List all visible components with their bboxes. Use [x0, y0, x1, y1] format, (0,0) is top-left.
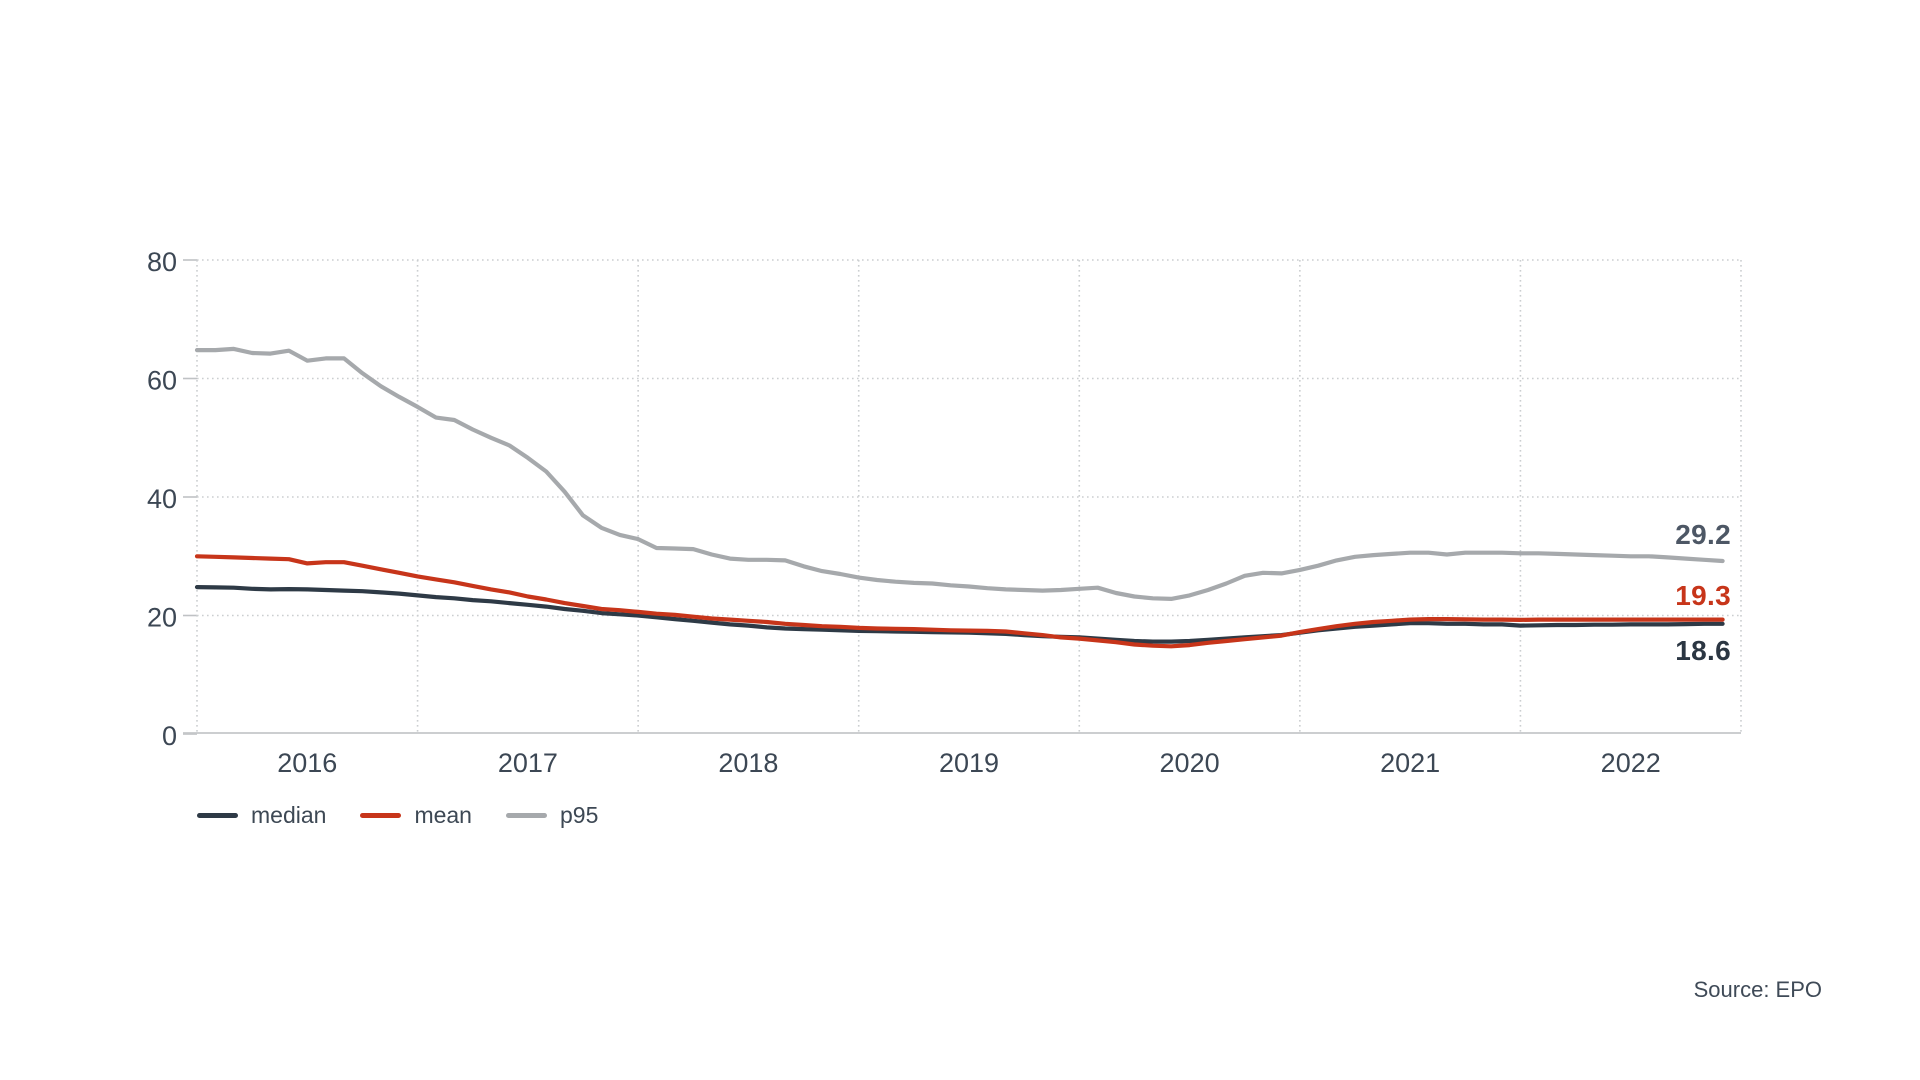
legend: median mean p95 [197, 801, 632, 829]
source-note: Source: EPO [1693, 977, 1822, 1002]
svg-text:2016: 2016 [277, 748, 337, 778]
legend-item-median: median [197, 802, 326, 829]
svg-text:40: 40 [147, 484, 177, 514]
svg-text:0: 0 [162, 721, 177, 751]
median-line-swatch [197, 812, 238, 818]
svg-text:80: 80 [147, 247, 177, 277]
legend-label-mean: mean [414, 801, 472, 828]
median-line [194, 585, 1725, 644]
svg-text:2020: 2020 [1160, 748, 1220, 778]
p95-line-swatch [505, 812, 547, 818]
svg-text:20: 20 [147, 603, 177, 633]
svg-text:2022: 2022 [1601, 748, 1661, 778]
svg-text:60: 60 [147, 366, 177, 396]
end-label-p95: 29.2 [1675, 519, 1731, 550]
mean-line [194, 554, 1725, 649]
svg-text:2017: 2017 [498, 748, 558, 778]
end-label-median: 18.6 [1675, 635, 1731, 666]
svg-text:2018: 2018 [718, 748, 778, 778]
legend-item-mean: mean [360, 802, 472, 829]
mean-line-swatch [360, 812, 402, 818]
p95-line [194, 346, 1725, 601]
svg-text:2019: 2019 [939, 748, 999, 778]
svg-text:2021: 2021 [1380, 748, 1440, 778]
end-label-mean: 19.3 [1675, 580, 1731, 611]
legend-label-p95: p95 [559, 801, 599, 828]
legend-label-median: median [251, 801, 327, 828]
legend-item-p95: p95 [505, 801, 599, 829]
